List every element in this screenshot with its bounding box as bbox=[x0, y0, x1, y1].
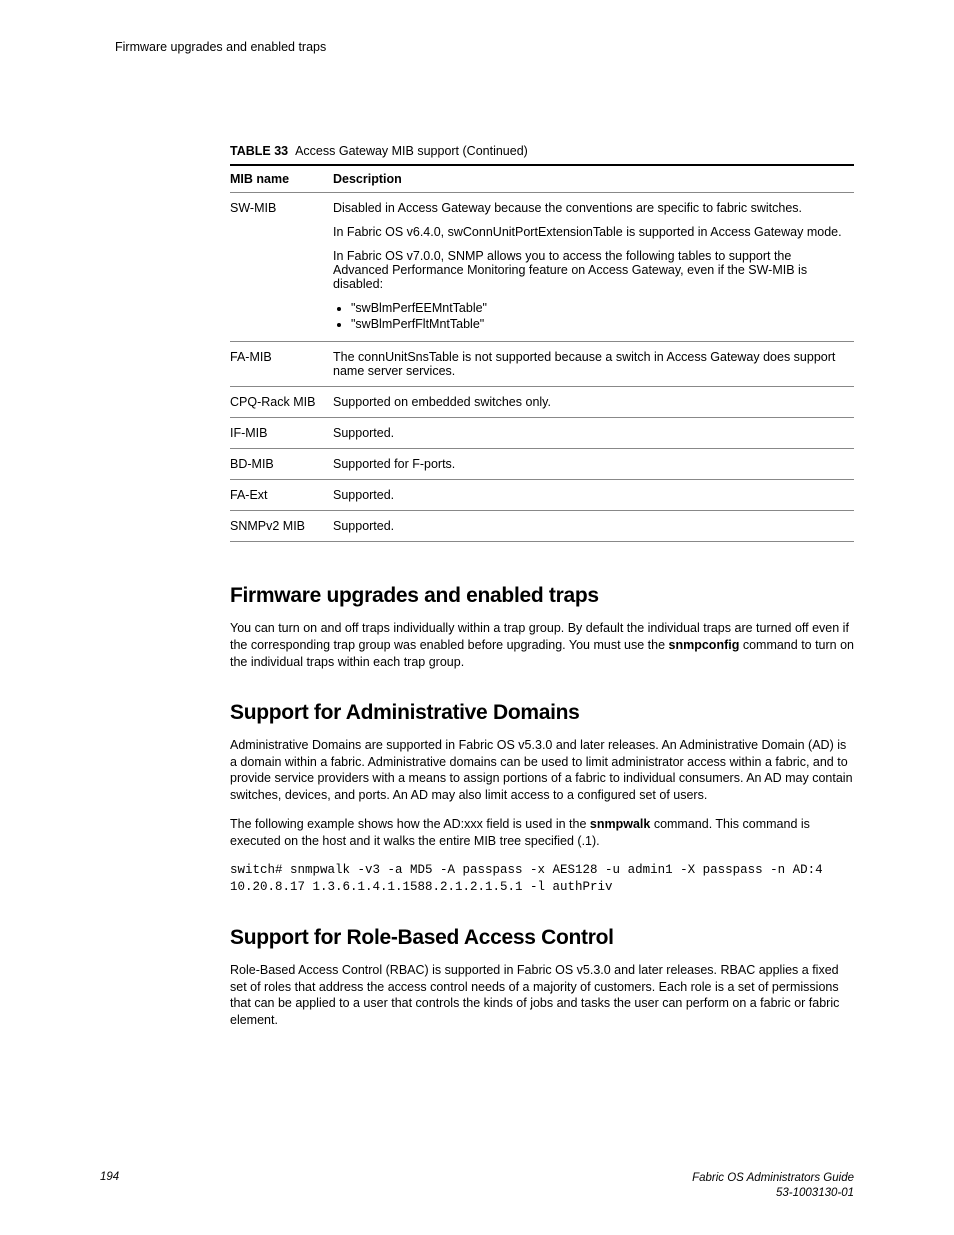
main-content: TABLE 33 Access Gateway MIB support (Con… bbox=[230, 144, 854, 1029]
doc-number: 53-1003130-01 bbox=[776, 1187, 854, 1199]
doc-title: Fabric OS Administrators Guide bbox=[692, 1172, 854, 1184]
desc-text: In Fabric OS v6.4.0, swConnUnitPortExten… bbox=[333, 225, 846, 239]
mib-desc-cell: Supported on embedded switches only. bbox=[333, 387, 854, 418]
body-paragraph: The following example shows how the AD:x… bbox=[230, 816, 854, 850]
desc-list: "swBlmPerfEEMntTable" "swBlmPerfFltMntTa… bbox=[351, 301, 846, 331]
col-mib-name: MIB name bbox=[230, 165, 333, 193]
running-header: Firmware upgrades and enabled traps bbox=[115, 40, 854, 54]
command-name: snmpwalk bbox=[590, 817, 650, 831]
table-row: FA-Ext Supported. bbox=[230, 480, 854, 511]
table-title: Access Gateway MIB support (Continued) bbox=[295, 144, 528, 158]
list-item: "swBlmPerfEEMntTable" bbox=[351, 301, 846, 315]
text-span: The following example shows how the AD:x… bbox=[230, 817, 590, 831]
list-item: "swBlmPerfFltMntTable" bbox=[351, 317, 846, 331]
mib-name-cell: SW-MIB bbox=[230, 193, 333, 342]
mib-name-cell: IF-MIB bbox=[230, 418, 333, 449]
page-number: 194 bbox=[100, 1171, 119, 1183]
col-description: Description bbox=[333, 165, 854, 193]
desc-text: In Fabric OS v7.0.0, SNMP allows you to … bbox=[333, 249, 846, 291]
mib-name-cell: SNMPv2 MIB bbox=[230, 511, 333, 542]
page: Firmware upgrades and enabled traps TABL… bbox=[0, 0, 954, 1235]
table-row: BD-MIB Supported for F-ports. bbox=[230, 449, 854, 480]
table-row: CPQ-Rack MIB Supported on embedded switc… bbox=[230, 387, 854, 418]
body-paragraph: Role-Based Access Control (RBAC) is supp… bbox=[230, 962, 854, 1030]
table-row: FA-MIB The connUnitSnsTable is not suppo… bbox=[230, 342, 854, 387]
doc-info: Fabric OS Administrators Guide 53-100313… bbox=[692, 1171, 854, 1201]
table-row: SW-MIB Disabled in Access Gateway becaus… bbox=[230, 193, 854, 342]
table-row: IF-MIB Supported. bbox=[230, 418, 854, 449]
mib-name-cell: CPQ-Rack MIB bbox=[230, 387, 333, 418]
mib-name-cell: BD-MIB bbox=[230, 449, 333, 480]
page-footer: 194 Fabric OS Administrators Guide 53-10… bbox=[100, 1171, 854, 1201]
body-paragraph: You can turn on and off traps individual… bbox=[230, 620, 854, 671]
mib-desc-cell: Supported. bbox=[333, 480, 854, 511]
heading-firmware-upgrades: Firmware upgrades and enabled traps bbox=[230, 584, 854, 608]
heading-admin-domains: Support for Administrative Domains bbox=[230, 701, 854, 725]
table-header-row: MIB name Description bbox=[230, 165, 854, 193]
mib-desc-cell: Supported for F-ports. bbox=[333, 449, 854, 480]
desc-block: Disabled in Access Gateway because the c… bbox=[333, 201, 846, 331]
mib-name-cell: FA-Ext bbox=[230, 480, 333, 511]
table-label: TABLE 33 bbox=[230, 144, 288, 158]
mib-desc-cell: Supported. bbox=[333, 511, 854, 542]
table-caption: TABLE 33 Access Gateway MIB support (Con… bbox=[230, 144, 854, 158]
heading-rbac: Support for Role-Based Access Control bbox=[230, 926, 854, 950]
mib-support-table: MIB name Description SW-MIB Disabled in … bbox=[230, 164, 854, 542]
command-name: snmpconfig bbox=[669, 638, 740, 652]
mib-name-cell: FA-MIB bbox=[230, 342, 333, 387]
table-row: SNMPv2 MIB Supported. bbox=[230, 511, 854, 542]
mib-desc-cell: Supported. bbox=[333, 418, 854, 449]
code-block: switch# snmpwalk -v3 -a MD5 -A passpass … bbox=[230, 862, 854, 896]
mib-desc-cell: Disabled in Access Gateway because the c… bbox=[333, 193, 854, 342]
mib-desc-cell: The connUnitSnsTable is not supported be… bbox=[333, 342, 854, 387]
body-paragraph: Administrative Domains are supported in … bbox=[230, 737, 854, 805]
desc-text: Disabled in Access Gateway because the c… bbox=[333, 201, 846, 215]
